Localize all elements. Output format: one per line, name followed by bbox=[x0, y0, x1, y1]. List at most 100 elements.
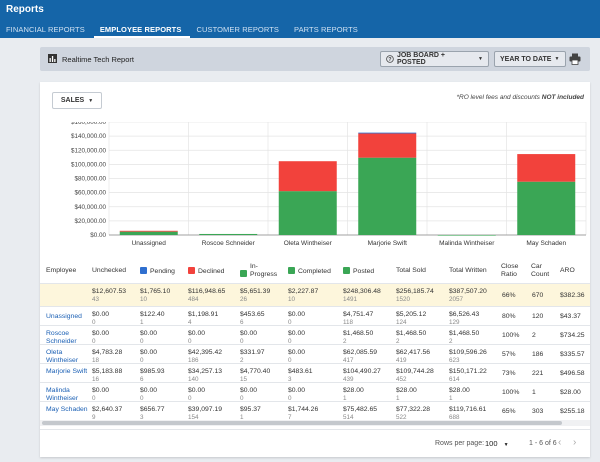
rows-per-page-select[interactable]: 100 ▼ bbox=[485, 439, 509, 448]
header-completed[interactable]: Completed bbox=[288, 267, 331, 276]
cell-pending-value: $122.40 bbox=[140, 311, 165, 318]
y-tick-label: $160,000.00 bbox=[71, 122, 107, 126]
tab-parts-reports[interactable]: PARTS REPORTS bbox=[294, 25, 358, 34]
cell-completed-value: $0.00 bbox=[288, 330, 306, 337]
header-car-count[interactable]: Car Count bbox=[531, 263, 550, 278]
page-range: 1 - 6 of 6 bbox=[529, 440, 557, 447]
tab-customer-reports[interactable]: CUSTOMER REPORTS bbox=[196, 25, 280, 34]
cell-posted-count: 514 bbox=[343, 414, 354, 421]
header-completed-label: Completed bbox=[298, 268, 331, 275]
employee-link[interactable]: Oleta Wintheiser bbox=[46, 349, 79, 364]
cell-unchecked-value: $0.00 bbox=[92, 311, 110, 318]
svg-text:?: ? bbox=[388, 57, 392, 63]
cell-completed-value: $0.00 bbox=[288, 349, 306, 356]
employee-link[interactable]: Roscoe Schneider bbox=[46, 330, 77, 345]
header-total-sold[interactable]: Total Sold bbox=[396, 267, 426, 274]
cell-completed: $0.00 0 bbox=[288, 387, 305, 403]
bar-segment bbox=[119, 231, 178, 235]
cell-unchecked: $0.00 0 bbox=[92, 330, 109, 346]
cell-declined: $1,198.91 4 bbox=[188, 311, 218, 327]
cell-unchecked-count: 18 bbox=[92, 357, 100, 364]
header-pending[interactable]: Pending bbox=[140, 267, 175, 276]
cell-sold-count: 452 bbox=[396, 376, 407, 383]
job-board-filter-button[interactable]: ? JOB BOARD + POSTED ▼ bbox=[380, 51, 489, 67]
table-row: May Schaden $2,640.37 9 $656.77 3 $39,097.19 1… bbox=[40, 401, 590, 422]
date-range-label: YEAR TO DATE bbox=[500, 55, 552, 63]
table-row: Malinda Wintheiser $0.00 0 $0.00 0 $0.00 0 $0.0… bbox=[40, 382, 590, 403]
tab-financial-reports[interactable]: FINANCIAL REPORTS bbox=[6, 25, 85, 34]
cell-completed-count: 0 bbox=[288, 338, 292, 345]
x-tick-label: Roscoe Schneider bbox=[202, 240, 256, 247]
header-posted[interactable]: Posted bbox=[343, 267, 374, 276]
cell-completed-count: 0 bbox=[288, 319, 292, 326]
header-pending-label: Pending bbox=[150, 268, 175, 275]
cell-sold-value: $1,468.50 bbox=[396, 330, 427, 337]
cell-completed: $0.00 0 bbox=[288, 349, 305, 365]
report-title: Realtime Tech Report bbox=[62, 55, 134, 64]
total-inprogress-count: 26 bbox=[240, 296, 248, 303]
total-declined-value: $116,948.65 bbox=[188, 288, 226, 295]
header-unchecked[interactable]: Unchecked bbox=[92, 267, 127, 274]
cell-pending: $122.40 1 bbox=[140, 311, 165, 327]
header-close-ratio[interactable]: Close Ratio bbox=[501, 263, 519, 278]
employee-link[interactable]: May Schaden bbox=[46, 406, 88, 413]
header-in-progress[interactable]: In-Progress bbox=[240, 263, 278, 279]
header-total-written[interactable]: Total Written bbox=[449, 267, 487, 274]
cell-sold: $5,205.12 124 bbox=[396, 311, 426, 327]
chevron-down-icon: ▼ bbox=[478, 56, 483, 62]
y-tick-label: $0.00 bbox=[90, 232, 106, 239]
cell-cars: 120 bbox=[532, 313, 544, 320]
report-card: SALES ▼ *RO level fees and discounts NOT… bbox=[40, 82, 590, 457]
cell-unchecked-value: $2,640.37 bbox=[92, 406, 123, 413]
cell-declined-count: 4 bbox=[188, 319, 192, 326]
table-row: Marjorie Swift $5,183.88 16 $985.93 6 $34,257… bbox=[40, 363, 590, 384]
horizontal-scrollbar[interactable] bbox=[40, 420, 590, 426]
cell-sold-count: 522 bbox=[396, 414, 407, 421]
cell-posted: $4,751.47 118 bbox=[343, 311, 373, 327]
scrollbar-thumb[interactable] bbox=[42, 421, 562, 425]
date-range-button[interactable]: YEAR TO DATE ▼ bbox=[494, 51, 566, 67]
previous-page-icon[interactable]: ‹ bbox=[558, 437, 562, 448]
header-declined[interactable]: Declined bbox=[188, 267, 224, 276]
rows-per-page-label: Rows per page: bbox=[435, 440, 485, 447]
y-tick-label: $60,000.00 bbox=[74, 190, 106, 197]
total-posted-value: $248,306.48 bbox=[343, 288, 381, 295]
employee-link[interactable]: Marjorie Swift bbox=[46, 368, 88, 375]
y-tick-label: $20,000.00 bbox=[74, 218, 106, 225]
total-cars: 670 bbox=[532, 292, 544, 299]
cell-posted: $1,468.50 2 bbox=[343, 330, 373, 346]
metric-select-button[interactable]: SALES ▼ bbox=[52, 92, 102, 109]
cell-pending: $0.00 0 bbox=[140, 387, 157, 403]
totals-row: $12,607.53 43 $1,765.10 10 $116,948.65 484 $5,… bbox=[40, 283, 590, 306]
cell-declined-value: $34,257.13 bbox=[188, 368, 223, 375]
cell-cars: 1 bbox=[532, 389, 536, 396]
header-employee[interactable]: Employee bbox=[46, 267, 77, 274]
cell-declined: $34,257.13 140 bbox=[188, 368, 222, 384]
cell-pending: $985.93 6 bbox=[140, 368, 165, 384]
cell-declined-count: 0 bbox=[188, 338, 192, 345]
cell-inprogress: $331.97 2 bbox=[240, 349, 265, 365]
cell-declined-count: 140 bbox=[188, 376, 199, 383]
total-sold-count: 1520 bbox=[396, 296, 411, 303]
employee-link[interactable]: Malinda Wintheiser bbox=[46, 387, 79, 402]
cell-sold-count: 1 bbox=[396, 395, 400, 402]
cell-aro: $28.00 bbox=[560, 389, 581, 396]
cell-cars: 303 bbox=[532, 408, 544, 415]
header-aro[interactable]: ARO bbox=[560, 267, 575, 274]
next-page-icon[interactable]: › bbox=[573, 437, 577, 448]
cell-sold-count: 419 bbox=[396, 357, 407, 364]
cell-pending-count: 3 bbox=[140, 414, 144, 421]
printer-icon[interactable] bbox=[569, 53, 581, 65]
cell-completed-count: 7 bbox=[288, 414, 292, 421]
cell-declined-count: 154 bbox=[188, 414, 199, 421]
cell-written-value: $1,468.50 bbox=[449, 330, 480, 337]
tab-employee-reports[interactable]: EMPLOYEE REPORTS bbox=[93, 19, 191, 38]
cell-written-value: $150,171.22 bbox=[449, 368, 487, 375]
cell-completed: $1,744.26 7 bbox=[288, 406, 318, 422]
cell-unchecked-value: $0.00 bbox=[92, 387, 110, 394]
employee-link[interactable]: Unassigned bbox=[46, 313, 82, 320]
total-ratio: 66% bbox=[502, 292, 516, 299]
total-unchecked-value: $12,607.53 bbox=[92, 288, 127, 295]
cell-sold-count: 124 bbox=[396, 319, 407, 326]
cell-sold-value: $28.00 bbox=[396, 387, 417, 394]
